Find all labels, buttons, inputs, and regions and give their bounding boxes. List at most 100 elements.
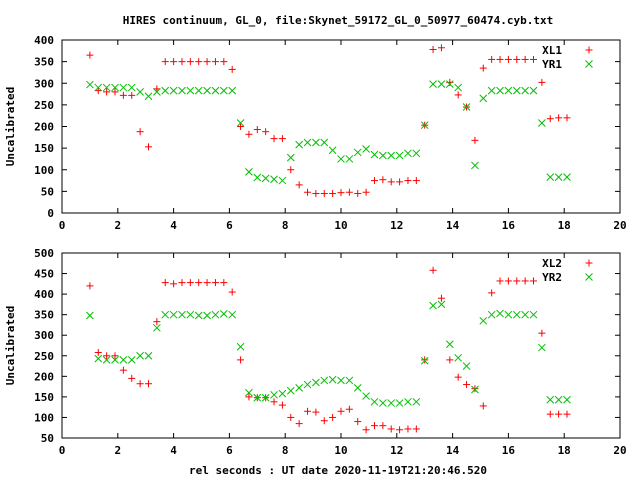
data-point bbox=[530, 277, 538, 285]
data-point bbox=[462, 362, 471, 370]
data-point bbox=[186, 310, 195, 319]
data-point bbox=[504, 277, 512, 285]
y-tick-label: 100 bbox=[34, 411, 54, 424]
data-point bbox=[454, 83, 463, 92]
data-point bbox=[144, 92, 153, 101]
data-point bbox=[345, 405, 353, 413]
data-point bbox=[521, 86, 529, 95]
y-tick-label: 250 bbox=[34, 99, 54, 112]
data-point bbox=[86, 51, 94, 59]
data-point bbox=[370, 422, 378, 430]
data-point bbox=[144, 351, 153, 360]
y-tick-label: 400 bbox=[34, 34, 54, 47]
y-tick-label: 150 bbox=[34, 142, 54, 155]
data-point bbox=[94, 354, 103, 363]
data-point bbox=[370, 177, 378, 185]
data-point bbox=[219, 309, 228, 318]
data-point bbox=[86, 282, 94, 290]
data-point bbox=[354, 418, 362, 426]
data-point bbox=[462, 103, 471, 111]
data-point bbox=[471, 161, 479, 170]
data-point bbox=[487, 310, 496, 319]
data-point bbox=[563, 114, 571, 122]
data-point bbox=[429, 266, 437, 274]
data-point bbox=[362, 145, 370, 153]
x-tick-label: 2 bbox=[114, 219, 121, 232]
data-point bbox=[119, 356, 128, 364]
data-point bbox=[220, 279, 228, 287]
data-point bbox=[161, 86, 170, 95]
data-point bbox=[504, 55, 512, 63]
data-point bbox=[219, 86, 228, 95]
x-tick-label: 18 bbox=[558, 219, 571, 232]
data-point bbox=[287, 166, 295, 174]
data-point bbox=[144, 380, 152, 388]
data-point bbox=[546, 410, 554, 418]
data-point bbox=[295, 383, 304, 392]
x-tick-label: 18 bbox=[558, 444, 571, 457]
data-point bbox=[412, 425, 420, 433]
data-point bbox=[345, 376, 354, 385]
data-point bbox=[496, 55, 504, 63]
data-point bbox=[429, 80, 437, 88]
data-point bbox=[178, 310, 186, 319]
data-point bbox=[538, 78, 546, 86]
data-point bbox=[437, 294, 445, 302]
data-point bbox=[287, 413, 295, 421]
x-tick-label: 12 bbox=[390, 219, 403, 232]
y-tick-label: 300 bbox=[34, 77, 54, 90]
data-point bbox=[203, 311, 211, 320]
data-point bbox=[479, 94, 488, 103]
data-point bbox=[538, 329, 546, 337]
data-point bbox=[404, 397, 412, 406]
data-point bbox=[127, 83, 136, 92]
data-point bbox=[329, 413, 337, 421]
data-point bbox=[362, 392, 370, 400]
data-point bbox=[387, 178, 395, 186]
data-point bbox=[563, 410, 571, 418]
data-point bbox=[404, 149, 412, 158]
data-point bbox=[136, 351, 144, 360]
data-point bbox=[446, 356, 454, 364]
x-tick-label: 20 bbox=[613, 444, 626, 457]
x-tick-label: 8 bbox=[282, 219, 289, 232]
data-point bbox=[379, 176, 387, 184]
x-tick-label: 14 bbox=[446, 444, 460, 457]
y-tick-label: 450 bbox=[34, 268, 54, 281]
data-point bbox=[253, 393, 262, 402]
data-point bbox=[387, 399, 396, 407]
data-point bbox=[203, 58, 211, 66]
data-point bbox=[194, 86, 203, 95]
data-point bbox=[487, 86, 496, 95]
y-tick-label: 200 bbox=[34, 121, 54, 134]
data-point bbox=[328, 146, 337, 155]
data-point bbox=[211, 310, 220, 319]
legend-label: YR1 bbox=[542, 58, 562, 71]
data-point bbox=[530, 55, 538, 63]
data-point bbox=[203, 279, 211, 287]
data-point bbox=[496, 277, 504, 285]
data-point bbox=[153, 323, 161, 332]
x-tick-label: 12 bbox=[390, 444, 403, 457]
data-point bbox=[546, 173, 555, 181]
y-tick-label: 300 bbox=[34, 329, 54, 342]
data-point bbox=[186, 86, 195, 95]
data-point bbox=[236, 342, 245, 351]
data-point bbox=[178, 279, 186, 287]
data-point bbox=[529, 310, 538, 319]
data-point bbox=[86, 311, 94, 320]
data-point bbox=[178, 58, 186, 66]
data-point bbox=[119, 91, 127, 99]
data-point bbox=[245, 393, 253, 401]
data-point bbox=[127, 356, 136, 364]
data-point bbox=[161, 58, 169, 66]
y-axis-label: Uncalibrated bbox=[4, 87, 17, 166]
upper-plot-panel: 0 2 4 6 8 10 12 14 16 18 2005010015020025030035040… bbox=[4, 34, 627, 232]
data-point bbox=[153, 88, 161, 96]
data-point bbox=[161, 310, 170, 319]
x-tick-label: 8 bbox=[282, 444, 289, 457]
data-point bbox=[471, 385, 479, 394]
data-point bbox=[454, 373, 462, 381]
data-point bbox=[320, 138, 329, 147]
